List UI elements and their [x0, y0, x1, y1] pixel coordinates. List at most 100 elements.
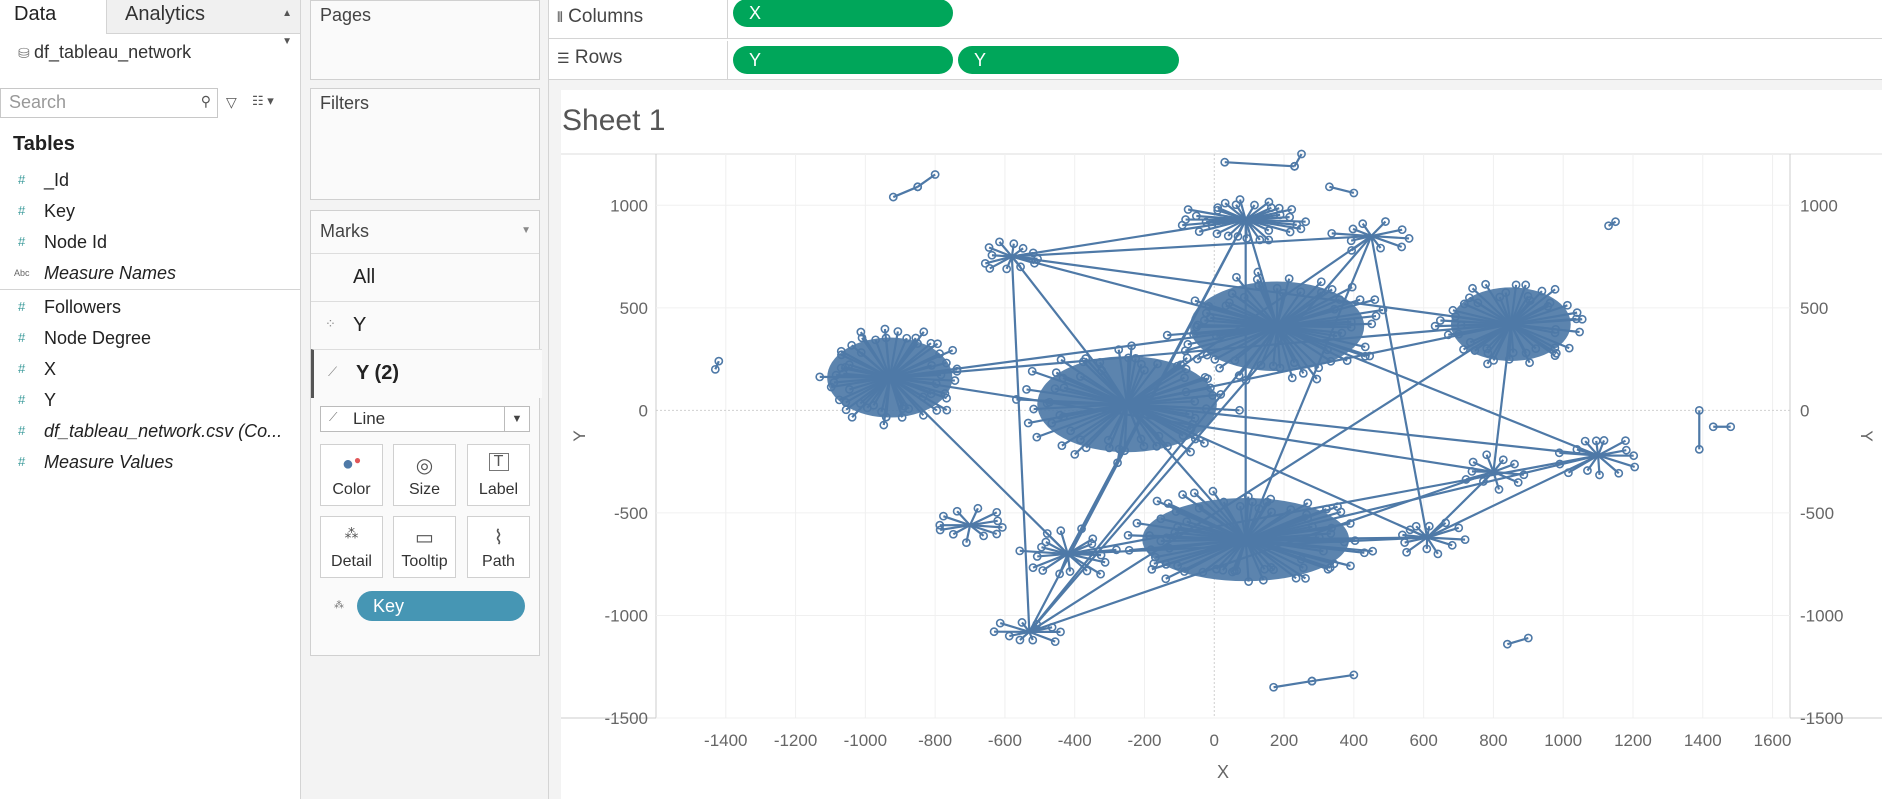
x-axis-title: X	[1217, 762, 1229, 782]
network-link	[1371, 228, 1403, 238]
color-label: Color	[332, 481, 371, 498]
marks-row-y[interactable]: ⁘ Y	[311, 301, 539, 350]
network-node	[973, 503, 983, 513]
network-node	[961, 538, 971, 548]
field-item[interactable]: # Node Id	[0, 227, 300, 257]
network-node	[1223, 231, 1233, 241]
pages-card[interactable]: Pages	[310, 0, 540, 80]
marks-menu-icon[interactable]: ▼	[521, 225, 531, 236]
network-node	[1376, 243, 1385, 253]
y2-axis-title: Y	[1857, 430, 1876, 441]
network-node	[1215, 363, 1224, 373]
network-node	[1358, 219, 1368, 229]
network-link	[1067, 548, 1117, 556]
network-node	[1562, 300, 1572, 310]
network-node	[1367, 319, 1377, 329]
number-type-icon: #	[18, 361, 26, 376]
network-link	[1067, 552, 1106, 564]
view-options-icon[interactable]: ☷ ▾	[252, 93, 274, 108]
network-link	[1426, 526, 1460, 539]
network-node	[1029, 404, 1039, 414]
network-link	[1426, 525, 1431, 538]
size-button[interactable]: ◎ Size	[393, 444, 456, 506]
filter-icon[interactable]: ▽	[226, 94, 237, 110]
filters-card-title: Filters	[320, 93, 369, 113]
network-node	[1368, 546, 1378, 556]
line-icon: ⟋	[328, 364, 338, 379]
network-node	[1178, 490, 1187, 499]
network-node	[1096, 569, 1105, 579]
y2-tick-label: -1000	[1800, 606, 1843, 625]
field-item[interactable]: # Followers	[0, 292, 300, 322]
network-node	[935, 525, 945, 535]
filters-card[interactable]: Filters	[310, 88, 540, 200]
tab-data[interactable]: Data	[0, 0, 105, 34]
network-node	[1162, 330, 1172, 340]
network-link	[1028, 631, 1034, 641]
network-node	[1694, 444, 1704, 454]
field-item[interactable]: # Node Degree	[0, 323, 300, 353]
network-node	[1611, 217, 1620, 227]
network-node	[1242, 233, 1252, 243]
network-node	[1065, 567, 1075, 576]
field-item[interactable]: # Y	[0, 385, 300, 415]
network-link	[999, 622, 1030, 633]
y-tick-label: -1000	[605, 606, 648, 625]
field-item[interactable]: # X	[0, 354, 300, 384]
network-node	[989, 627, 999, 637]
network-node	[1381, 217, 1390, 226]
field-item[interactable]: # df_tableau_network.csv (Co...	[0, 416, 300, 446]
field-label: Node Degree	[44, 328, 152, 348]
network-link	[1597, 454, 1620, 475]
network-node	[1027, 366, 1037, 376]
field-item[interactable]: # Key	[0, 196, 300, 226]
x-tick-label: -200	[1127, 731, 1161, 750]
x-tick-label: 200	[1270, 731, 1298, 750]
network-node	[1113, 458, 1122, 468]
rows-pill-y2[interactable]: Y	[958, 46, 1179, 74]
search-input[interactable]: Search ⚲	[0, 88, 218, 118]
path-button[interactable]: ⌇ Path	[467, 516, 530, 578]
network-node	[1316, 277, 1326, 287]
network-node	[880, 324, 890, 334]
network-node	[1564, 343, 1574, 353]
network-node	[1132, 518, 1142, 528]
tab-analytics[interactable]: Analytics ▲ ▼	[106, 0, 300, 47]
key-pill[interactable]: Key	[357, 591, 525, 621]
field-item[interactable]: # Measure Values	[0, 447, 300, 477]
network-node	[919, 410, 928, 420]
y2-tick-label: 500	[1800, 299, 1828, 318]
mark-type-select[interactable]: ⟋ Line ▼	[320, 406, 530, 432]
x-tick-label: -1200	[774, 731, 817, 750]
columns-pill-x[interactable]: X	[733, 0, 953, 27]
network-node	[997, 522, 1007, 532]
detail-button[interactable]: ⁂ Detail	[320, 516, 383, 578]
tab-analytics-label: Analytics	[125, 3, 206, 25]
network-link	[1415, 525, 1428, 539]
network-node	[1057, 441, 1067, 451]
network-node	[939, 511, 948, 521]
network-node	[1323, 564, 1333, 574]
network-node	[948, 529, 958, 539]
datasource-item[interactable]: ⛁ df_tableau_network	[18, 42, 191, 63]
network-node	[1411, 521, 1421, 531]
x-tick-label: -400	[1058, 731, 1092, 750]
network-link	[892, 185, 919, 199]
field-item[interactable]: Abc Measure Names	[0, 258, 300, 288]
network-node	[1123, 530, 1133, 540]
network-node	[1404, 234, 1414, 243]
marks-row-y2[interactable]: ⟋ Y (2)	[311, 349, 542, 398]
marks-row-all[interactable]: All	[311, 253, 539, 302]
rows-pill-y[interactable]: Y	[733, 46, 953, 74]
label-button[interactable]: T Label	[467, 444, 530, 506]
chevron-down-icon[interactable]: ▼	[504, 407, 529, 431]
network-node	[1468, 283, 1477, 293]
color-button[interactable]: ●● Color	[320, 444, 383, 506]
network-link	[1559, 454, 1599, 466]
network-link	[1597, 454, 1636, 469]
network-link	[1559, 451, 1599, 457]
tooltip-button[interactable]: ▭ Tooltip	[393, 516, 456, 578]
field-item[interactable]: # _Id	[0, 165, 300, 195]
network-node	[1208, 486, 1218, 496]
